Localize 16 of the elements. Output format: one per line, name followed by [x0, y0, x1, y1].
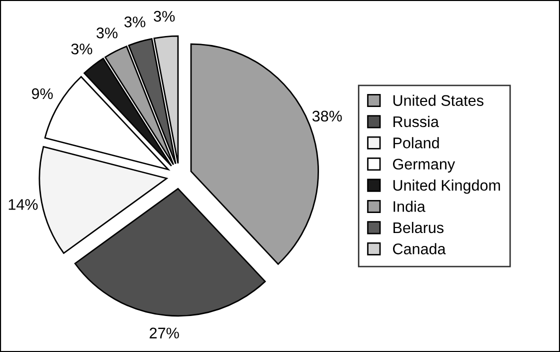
- data-label: 3%: [124, 16, 146, 28]
- legend-label: Poland: [394, 137, 439, 148]
- legend-label: Canada: [393, 243, 446, 254]
- data-label: 38%: [312, 110, 342, 122]
- data-label: 27%: [150, 328, 179, 338]
- data-label: 3%: [96, 28, 118, 38]
- data-label: 14%: [8, 199, 38, 210]
- legend-label: Russia: [394, 116, 439, 128]
- data-label: 9%: [32, 88, 53, 100]
- legend-label: India: [394, 200, 426, 212]
- data-label: 3%: [71, 44, 92, 54]
- legend-label: Belarus: [394, 222, 444, 234]
- legend-label: United States: [393, 94, 484, 106]
- legend-label: Germany: [393, 158, 456, 173]
- data-label: 3%: [154, 10, 175, 22]
- legend-label: United Kingdom: [393, 180, 500, 194]
